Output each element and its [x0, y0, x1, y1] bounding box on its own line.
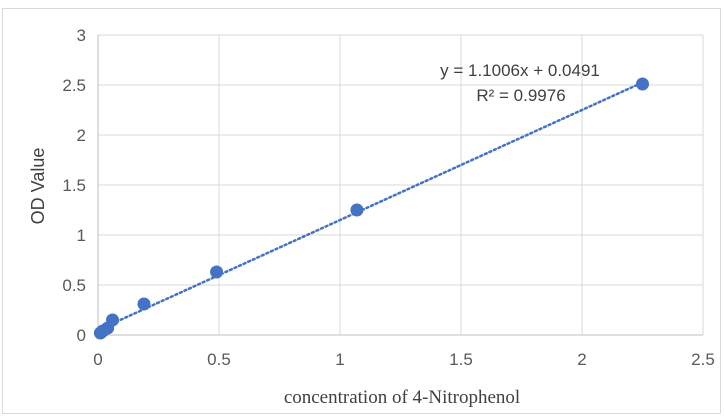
data-point: [636, 77, 649, 91]
y-tick-label: 0.5: [62, 276, 86, 295]
y-tick-label: 1.5: [62, 176, 86, 195]
trendline-equation: y = 1.1006x + 0.0491: [440, 61, 600, 80]
trendline: [96, 81, 644, 332]
y-tick-label: 2.5: [62, 76, 86, 95]
x-tick-label: 0.5: [207, 350, 231, 369]
y-axis-title: OD Value: [28, 148, 48, 225]
y-tick-label: 3: [77, 26, 86, 45]
y-tick-labels: 0 0.5 1 1.5 2 2.5 3: [62, 26, 86, 345]
x-tick-label: 1.5: [449, 350, 473, 369]
x-tick-label: 1: [335, 350, 344, 369]
r-squared-label: R² = 0.9976: [476, 86, 565, 105]
x-axis-title: concentration of 4-Nitrophenol: [284, 387, 520, 408]
y-tick-label: 0: [77, 326, 86, 345]
trendline-path: [96, 81, 644, 332]
data-point: [350, 203, 364, 217]
y-tick-label: 1: [77, 226, 86, 245]
data-point: [210, 265, 224, 279]
x-tick-label: 0: [93, 350, 102, 369]
y-tick-label: 2: [77, 126, 86, 145]
data-points: [93, 77, 649, 340]
axes: [97, 35, 703, 336]
x-tick-labels: 0 0.5 1 1.5 2 2.5: [93, 350, 715, 369]
x-tick-label: 2: [577, 350, 586, 369]
x-tick-label: 2.5: [691, 350, 715, 369]
data-point: [137, 297, 151, 311]
data-point: [106, 313, 120, 327]
gridlines: [98, 34, 704, 335]
